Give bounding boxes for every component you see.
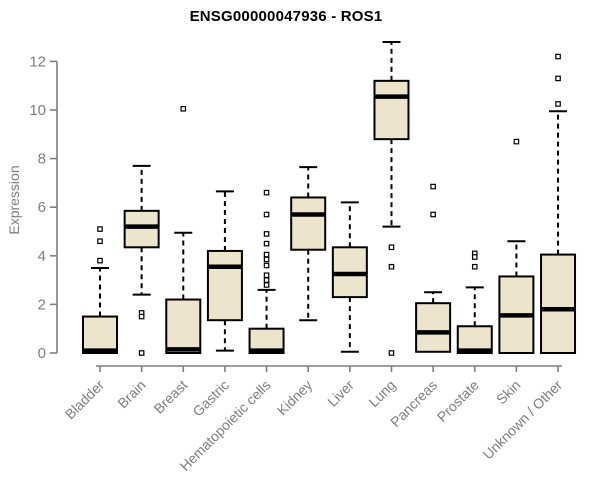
box-kidney [290,196,327,251]
y-tick-label: 4 [38,248,46,265]
outlier-point [263,277,270,283]
box-brain [123,209,160,249]
x-category-label-prostate: Prostate [434,377,482,425]
outlier-point [138,350,145,356]
outlier-point [97,226,103,232]
outlier-point [97,257,103,264]
outlier-point [263,211,270,218]
outlier-point [97,238,103,245]
y-tick-label: 2 [38,296,46,313]
x-category-label-brain: Brain [114,377,148,411]
y-tick-label: 6 [38,199,46,216]
box-unknown-other [540,253,577,355]
box-lung [373,79,410,141]
outlier-point [430,183,436,190]
x-category-label-breast: Breast [150,377,190,417]
outlier-point [388,263,395,270]
x-category-label-unknown-other: Unknown / Other [480,377,566,463]
outlier-point [388,244,395,251]
outlier-point [263,240,270,247]
y-tick-label: 8 [38,151,46,168]
box-breast [165,298,202,355]
outlier-point [180,105,187,112]
x-category-label-lung: Lung [365,377,398,410]
outlier-point [263,251,270,258]
outlier-point [430,211,436,218]
outlier-point [471,263,478,270]
y-tick-label: 0 [38,345,46,362]
box-pancreas [415,302,452,353]
outlier-point [555,101,561,107]
chart-title: ENSG00000047936 - ROS1 [189,8,383,25]
outlier-point [555,53,561,60]
outlier-point [263,282,270,288]
outlier-point [513,138,520,145]
box-gastric [206,249,243,322]
y-axis-title: Expression [6,165,22,235]
x-category-label-liver: Liver [324,377,357,410]
outlier-point [263,256,270,263]
outlier-point [471,254,478,260]
outlier-point [263,189,270,196]
outlier-point [555,75,561,82]
outlier-point [263,272,270,279]
box-bladder [82,315,118,354]
outlier-point [263,262,270,269]
outlier-point [263,231,270,237]
y-tick-label: 12 [29,53,46,70]
x-category-label-skin: Skin [493,377,524,408]
x-category-label-kidney: Kidney [274,377,316,419]
y-tick-label: 10 [29,102,46,119]
x-category-label-bladder: Bladder [62,377,108,423]
outlier-point [388,350,395,356]
outlier-point [138,313,145,320]
